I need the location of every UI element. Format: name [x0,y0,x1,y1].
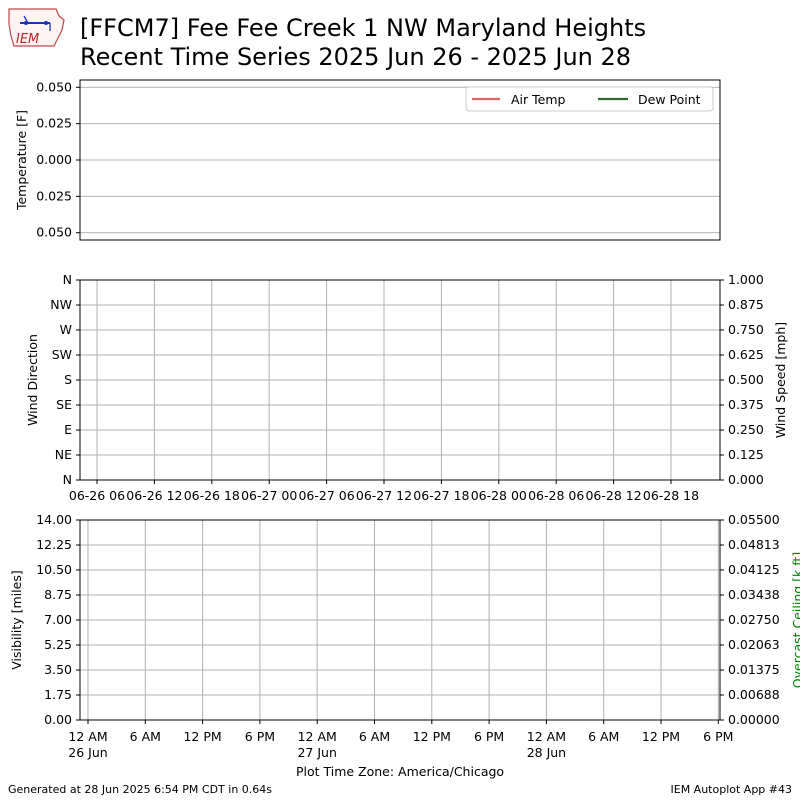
wind-speed-tick-label: 0.375 [728,397,764,412]
ceiling-tick-label: 0.05500 [728,512,780,527]
ceiling-axis-label: Overcast Ceiling [k ft] [790,552,800,688]
wind-x-tick-label: 06-26 12 [126,488,182,503]
visibility-x-date-label: 28 Jun [527,745,566,760]
wind-x-tick-label: 06-28 18 [643,488,699,503]
wind-x-tick-label: 06-26 06 [69,488,125,503]
visibility-x-tick-label: 6 PM [474,729,504,744]
visibility-x-tick-label: 6 AM [588,729,619,744]
x-axis-label: Plot Time Zone: America/Chicago [296,764,504,779]
visibility-x-tick-label: 12 PM [183,729,221,744]
wind-direction-tick-label: SW [52,347,72,362]
wind-x-tick-label: 06-27 12 [356,488,412,503]
visibility-x-tick-label: 6 PM [245,729,275,744]
ceiling-tick-label: 0.00000 [728,712,780,727]
temp-y-tick-label: 0.025 [36,116,72,131]
wind-x-tick-label: 06-27 06 [298,488,354,503]
wind-x-tick-label: 06-27 18 [413,488,469,503]
visibility-axis-label: Visibility [miles] [9,570,24,669]
wind-direction-tick-label: N [63,472,72,487]
temp-y-tick-label: 0.050 [36,79,72,94]
wind-speed-tick-label: 0.000 [728,472,764,487]
temp-y-axis-label: Temperature [F] [14,110,29,211]
wind-direction-tick-label: NW [50,297,72,312]
ceiling-tick-label: 0.02750 [728,612,780,627]
visibility-tick-label: 5.25 [44,637,72,652]
visibility-tick-label: 0.00 [44,712,72,727]
wind-x-tick-label: 06-27 00 [241,488,297,503]
ceiling-tick-label: 0.01375 [728,662,780,677]
visibility-tick-label: 12.25 [36,537,72,552]
wind-speed-tick-label: 0.500 [728,372,764,387]
wind-x-tick-label: 06-26 18 [184,488,240,503]
wind-direction-tick-label: W [60,322,72,337]
ceiling-tick-label: 0.04125 [728,562,780,577]
visibility-x-date-label: 27 Jun [297,745,336,760]
wind-x-tick-label: 06-28 12 [585,488,641,503]
visibility-x-tick-label: 6 AM [359,729,390,744]
chart-title: [FFCM7] Fee Fee Creek 1 NW Maryland Heig… [80,14,646,72]
wind-direction-tick-label: E [64,422,72,437]
temp-legend-box [465,86,714,112]
wind-speed-tick-label: 0.125 [728,447,764,462]
visibility-tick-label: 14.00 [36,512,72,527]
wind-direction-tick-label: N [63,272,72,287]
visibility-tick-label: 7.00 [44,612,72,627]
iem-logo: IEM [6,6,66,54]
visibility-tick-label: 10.50 [36,562,72,577]
visibility-x-tick-label: 12 AM [68,729,107,744]
wind-x-tick-label: 06-28 06 [528,488,584,503]
temp-y-tick-label: 0.025 [36,188,72,203]
wind-x-tick-label: 06-28 00 [471,488,527,503]
app-id-label: IEM Autoplot App #43 [670,783,793,796]
wind-speed-tick-label: 0.750 [728,322,764,337]
generated-timestamp: Generated at 28 Jun 2025 6:54 PM CDT in … [8,783,273,796]
title-line-2: Recent Time Series 2025 Jun 26 - 2025 Ju… [80,43,632,71]
temp-plot-frame [79,79,721,241]
wind-direction-tick-label: S [64,372,72,387]
wind-speed-tick-label: 0.250 [728,422,764,437]
ceiling-tick-label: 0.04813 [728,537,780,552]
wind-direction-axis-label: Wind Direction [25,334,40,426]
wind-speed-tick-label: 1.000 [728,272,764,287]
title-line-1: [FFCM7] Fee Fee Creek 1 NW Maryland Heig… [80,14,647,42]
wind-plot-frame [79,279,721,481]
visibility-plot-frame [79,519,721,721]
visibility-tick-label: 1.75 [44,687,72,702]
temp-y-tick-label: 0.000 [36,152,72,167]
legend-label-air-temp: Air Temp [511,92,566,107]
ceiling-tick-label: 0.02063 [728,637,780,652]
wind-speed-axis-label: Wind Speed [mph] [773,322,788,438]
visibility-tick-label: 8.75 [44,587,72,602]
wind-direction-tick-label: NE [55,447,72,462]
wind-speed-tick-label: 0.875 [728,297,764,312]
logo-text: IEM [16,32,39,47]
ceiling-tick-label: 0.03438 [728,587,780,602]
visibility-x-tick-label: 6 AM [130,729,161,744]
wind-direction-tick-label: SE [56,397,72,412]
visibility-x-tick-label: 12 PM [413,729,451,744]
visibility-tick-label: 3.50 [44,662,72,677]
legend-label-dew-point: Dew Point [638,92,701,107]
visibility-x-tick-label: 12 AM [527,729,566,744]
visibility-x-tick-label: 12 AM [298,729,337,744]
wind-speed-tick-label: 0.625 [728,347,764,362]
visibility-x-tick-label: 6 PM [703,729,733,744]
ceiling-tick-label: 0.00688 [728,687,780,702]
visibility-x-date-label: 26 Jun [68,745,107,760]
temp-y-tick-label: 0.050 [36,225,72,240]
visibility-x-tick-label: 12 PM [642,729,680,744]
